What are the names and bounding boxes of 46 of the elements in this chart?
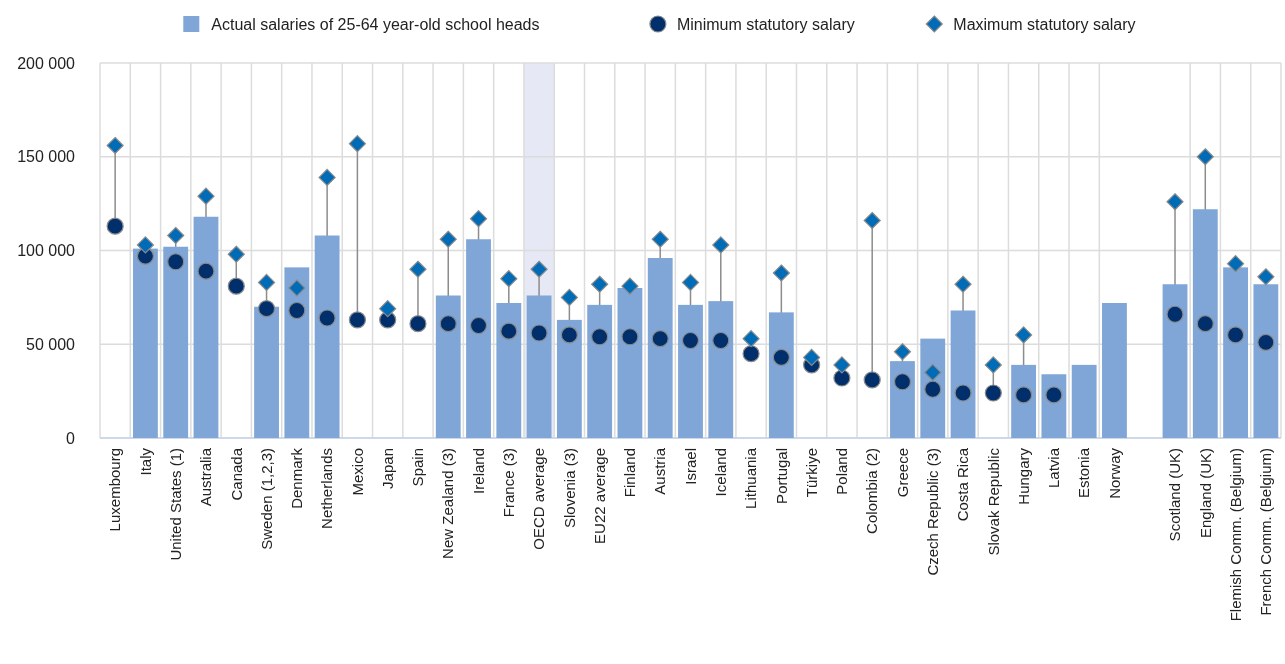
x-tick-label: France (3) [500, 448, 518, 518]
x-tick-label: Norway [1105, 447, 1123, 499]
x-tick-label: Slovenia (3) [560, 448, 578, 529]
x-tick-label: EU22 average [590, 448, 608, 544]
x-tick-label: Italy [136, 447, 154, 476]
x-tick-label: Luxembourg [106, 448, 124, 532]
x-tick-label: United States (1) [166, 448, 184, 561]
legend-label: Maximum statutory salary [953, 15, 1136, 33]
x-tick-label: Portugal [772, 448, 790, 504]
y-tick-label: 100 000 [17, 242, 76, 260]
x-tick-label: England (UK) [1196, 448, 1214, 539]
x-tick-label: OECD average [530, 448, 548, 550]
x-tick-label: Czech Republic (3) [924, 448, 942, 576]
x-tick-label: French Comm. (Belgium) [1257, 448, 1275, 616]
x-tick-label: Israel [681, 448, 699, 485]
x-tick-label: Türkiye [802, 448, 820, 498]
x-tick-label: Slovak Republic [984, 447, 1002, 556]
x-tick-label: Ireland [469, 448, 487, 494]
x-tick-label: Australia [197, 447, 215, 507]
y-tick-label: 150 000 [17, 148, 76, 166]
x-tick-label: Poland [833, 448, 851, 495]
x-tick-label: Flemish Comm. (Belgium) [1226, 448, 1244, 622]
x-tick-label: Netherlands [318, 448, 336, 529]
x-tick-label: Colombia (2) [863, 448, 881, 534]
x-tick-label: Lithuania [742, 447, 760, 509]
x-tick-label: Sweden (1,2,3) [257, 448, 275, 550]
x-tick-label: Canada [227, 447, 245, 501]
x-tick-label: Finland [621, 448, 639, 498]
x-tick-label: Hungary [1014, 447, 1032, 505]
y-tick-label: 50 000 [26, 335, 76, 353]
legend-label: Minimum statutory salary [676, 15, 855, 33]
y-tick-label: 200 000 [17, 54, 76, 72]
x-tick-label: Greece [893, 448, 911, 498]
x-tick-label: Mexico [348, 448, 366, 496]
x-tick-label: Estonia [1075, 447, 1093, 499]
y-tick-label: 0 [66, 429, 76, 447]
x-tick-label: New Zealand (3) [439, 448, 457, 559]
x-tick-label: Japan [378, 448, 396, 489]
x-tick-label: Costa Rica [954, 447, 972, 522]
x-tick-label: Austria [651, 447, 669, 495]
x-tick-label: Iceland [712, 448, 730, 497]
x-tick-label: Denmark [288, 447, 306, 509]
x-tick-label: Spain [409, 448, 427, 487]
x-tick-label: Latvia [1045, 447, 1063, 489]
x-tick-label: Scotland (UK) [1166, 448, 1184, 542]
legend-label: Actual salaries of 25-64 year-old school heads [211, 15, 540, 33]
